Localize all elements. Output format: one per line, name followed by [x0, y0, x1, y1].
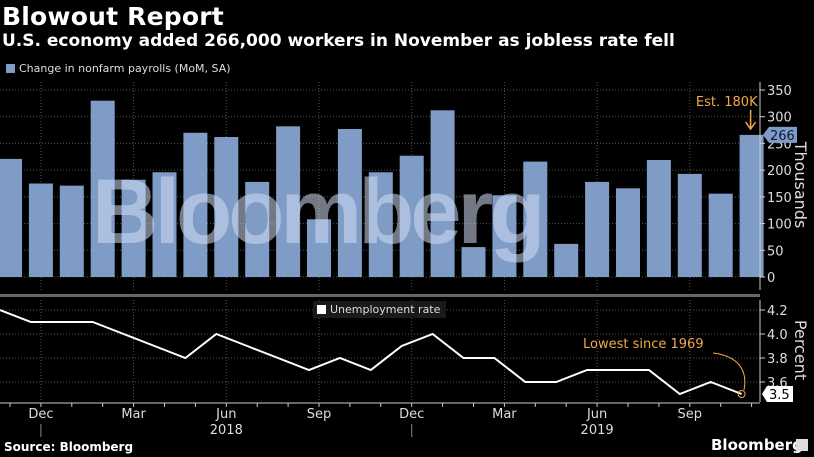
payroll-bar — [554, 243, 579, 277]
payroll-bar — [276, 126, 301, 278]
bloomberg-terminal-icon — [796, 439, 808, 451]
payroll-bar — [646, 159, 671, 277]
svg-text:200: 200 — [767, 164, 792, 179]
svg-text:300: 300 — [767, 111, 792, 126]
svg-text:0: 0 — [767, 271, 775, 286]
svg-text:4.2: 4.2 — [767, 304, 788, 319]
payroll-bar — [399, 155, 424, 277]
payroll-bar — [677, 173, 702, 277]
payroll-bar — [245, 181, 270, 277]
legend-unemployment: Unemployment rate — [313, 301, 447, 318]
svg-text:Dec: Dec — [399, 407, 424, 422]
svg-text:4.0: 4.0 — [767, 328, 788, 343]
payroll-bar — [708, 193, 733, 277]
payroll-bar — [585, 181, 610, 277]
payroll-bar — [337, 129, 362, 277]
svg-text:3.8: 3.8 — [767, 352, 788, 367]
payroll-bar — [523, 161, 548, 277]
payroll-bar — [90, 100, 115, 277]
svg-text:Percent: Percent — [791, 320, 810, 380]
payroll-bar — [152, 172, 177, 277]
svg-text:Sep: Sep — [307, 407, 332, 422]
svg-text:Mar: Mar — [121, 407, 146, 422]
svg-text:2019: 2019 — [581, 423, 614, 438]
payroll-bar — [492, 195, 517, 277]
legend-payrolls: Change in nonfarm payrolls (MoM, SA) — [6, 62, 231, 75]
payroll-bar — [0, 158, 22, 277]
payroll-bar — [121, 179, 146, 277]
brand-logo: Bloomberg — [711, 436, 803, 454]
legend-payrolls-label: Change in nonfarm payrolls (MoM, SA) — [19, 62, 231, 75]
svg-text:100: 100 — [767, 218, 792, 233]
payroll-bar — [616, 188, 640, 277]
legend-swatch-line — [317, 305, 326, 314]
svg-text:Jun: Jun — [215, 407, 236, 422]
svg-text:Jun: Jun — [586, 407, 607, 422]
svg-text:50: 50 — [767, 244, 784, 259]
svg-text:Thousands: Thousands — [791, 141, 810, 229]
payroll-bar — [430, 110, 455, 277]
payroll-bar — [461, 247, 486, 277]
legend-swatch-bar — [6, 64, 15, 73]
payroll-bar — [28, 183, 53, 277]
svg-text:Lowest since 1969: Lowest since 1969 — [583, 337, 704, 352]
payroll-bar — [59, 185, 84, 277]
payroll-bar — [307, 219, 331, 277]
payroll-bar — [183, 132, 208, 277]
watermark: Bloomberg — [92, 161, 546, 263]
svg-text:3.5: 3.5 — [769, 388, 790, 403]
svg-text:Sep: Sep — [678, 407, 703, 422]
legend-unemployment-label: Unemployment rate — [330, 303, 441, 316]
svg-text:150: 150 — [767, 191, 792, 206]
chart-title: Blowout Report — [2, 2, 224, 31]
svg-text:Dec: Dec — [28, 407, 53, 422]
unemployment-line — [0, 309, 742, 396]
payroll-bar — [214, 137, 239, 277]
svg-text:350: 350 — [767, 84, 792, 99]
source-note: Source: Bloomberg — [4, 440, 134, 454]
svg-text:Est. 180K: Est. 180K — [696, 95, 758, 110]
svg-text:Mar: Mar — [492, 407, 517, 422]
svg-text:266: 266 — [770, 129, 795, 144]
chart-subtitle: U.S. economy added 266,000 workers in No… — [2, 31, 675, 51]
payroll-bar — [368, 172, 393, 277]
svg-text:2018: 2018 — [210, 423, 243, 438]
